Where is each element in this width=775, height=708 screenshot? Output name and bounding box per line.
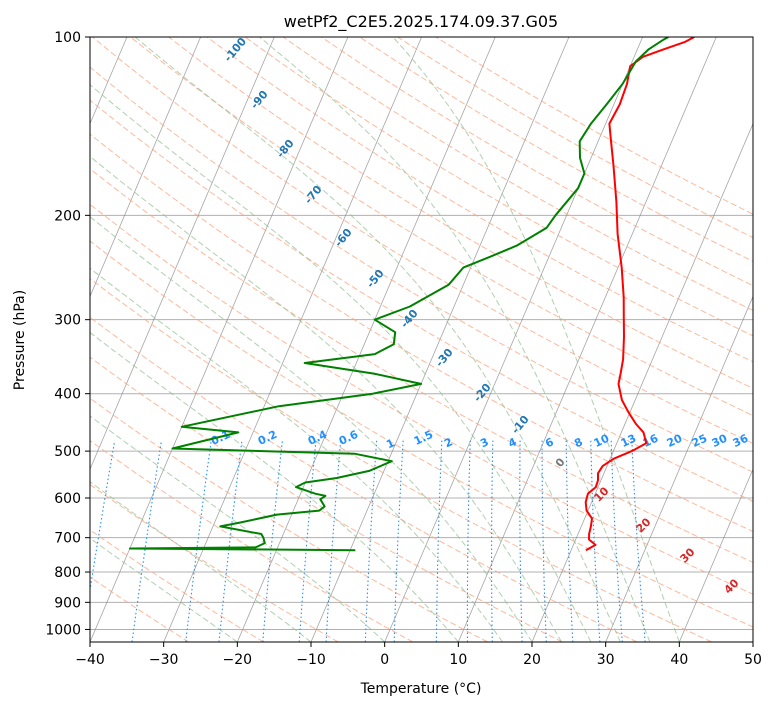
isotherm-line [457,37,717,642]
mixing-ratio-line [565,440,574,642]
dry-adiabat-line [90,316,638,642]
mixing-ratio-line [364,440,378,642]
moist-adiabat-line [90,415,386,642]
y-tick-label: 800 [54,565,81,581]
x-tick-label: 20 [523,652,541,668]
dry-adiabat-line [90,133,753,533]
y-tick-label: 900 [54,595,81,611]
x-tick-label: 50 [744,652,762,668]
isotherm-line [90,37,275,471]
isotherm-line [531,122,753,642]
moist-adiabat-line [90,216,533,642]
dry-adiabat-line [90,483,339,642]
sounding-profiles [128,37,695,552]
mixing-ratio-label: 10 [592,432,612,450]
x-tick-label: −10 [296,652,326,668]
moist-adiabat-line [90,84,592,642]
isotherm-line [90,37,349,642]
dry-adiabat-line [90,66,753,473]
mixing-ratio-line [393,440,404,642]
mixing-ratio-line [466,440,471,642]
mixing-ratio-label: 13 [619,432,638,450]
mixing-ratio-label: 20 [665,432,685,450]
mixing-ratio-line [298,440,317,642]
mixing-ratio-line [218,440,243,642]
dry-adiabat-line [90,240,753,628]
moist-adiabat-line [90,481,312,642]
x-tick-label: 40 [670,652,688,668]
x-axis-label: Temperature (°C) [360,681,482,697]
mixing-ratio-label: 30 [710,432,730,450]
chart-title: wetPf2_C2E5.2025.174.09.37.G05 [284,12,558,32]
moist-adiabat-line [392,37,680,642]
isotherm-line [605,295,753,642]
mixing-ratio-line [519,440,523,642]
dry-adiabat-line [90,576,190,642]
axis-ticks: −40 −30 −20 −10 0 10 20 30 40 50 100 200 300 400 500 60… [45,30,762,668]
moist-adiabat-line [90,155,562,642]
isotherm-line [384,37,643,642]
dewpoint-profile [128,37,669,552]
dry-adiabat-line [130,37,753,417]
mixing-ratio-line [90,440,116,594]
mixing-ratio-line [325,440,342,642]
x-tick-label: −40 [75,652,105,668]
temperature-profile [584,37,695,552]
y-tick-label: 1000 [45,622,81,638]
dry-adiabat-line [282,37,753,311]
dry-adiabat-line [90,397,488,642]
y-tick-label: 300 [54,313,81,329]
mixing-ratio-line [131,440,162,642]
y-axis-label: Pressure (hPa) [12,290,28,390]
mixing-ratio-label: 16 [641,432,661,450]
mixing-ratio-line [541,440,547,642]
x-tick-label: 30 [597,652,615,668]
isotherm-line [236,37,496,642]
x-tick-label: −30 [149,652,179,668]
background-lines [90,37,753,642]
mixing-ratio-line [435,440,443,642]
y-tick-label: 600 [54,491,81,507]
plot-frame [89,36,754,643]
mixing-ratio-line [262,440,283,642]
x-tick-label: 10 [449,652,467,668]
mixing-ratio-line [590,440,601,642]
moist-adiabat-line [90,331,459,642]
dry-adiabat-line [90,356,563,642]
isotherm-line [678,468,753,642]
y-tick-label: 400 [54,387,81,403]
moist-adiabat-line [259,37,651,642]
y-tick-label: 500 [54,444,81,460]
x-tick-label: 0 [380,652,389,668]
mixing-ratio-line [610,440,623,642]
mixing-ratio-line [185,440,212,642]
mixing-ratio-label: 25 [690,432,709,450]
moist-adiabat-line [134,37,621,642]
isotherm-line [163,37,422,642]
mixing-ratio-line [491,440,494,642]
y-tick-label: 200 [54,208,81,224]
moist-adiabat-line [90,537,238,642]
mixing-ratio-line [631,440,646,642]
dry-adiabat-line [90,203,753,595]
isotherm-line [90,37,201,298]
y-tick-label: 700 [54,531,81,547]
mixing-ratio-label: 36 [731,432,751,450]
x-tick-label: −20 [223,652,253,668]
y-tick-label: 100 [54,30,81,46]
dry-adiabat-line [206,37,753,363]
